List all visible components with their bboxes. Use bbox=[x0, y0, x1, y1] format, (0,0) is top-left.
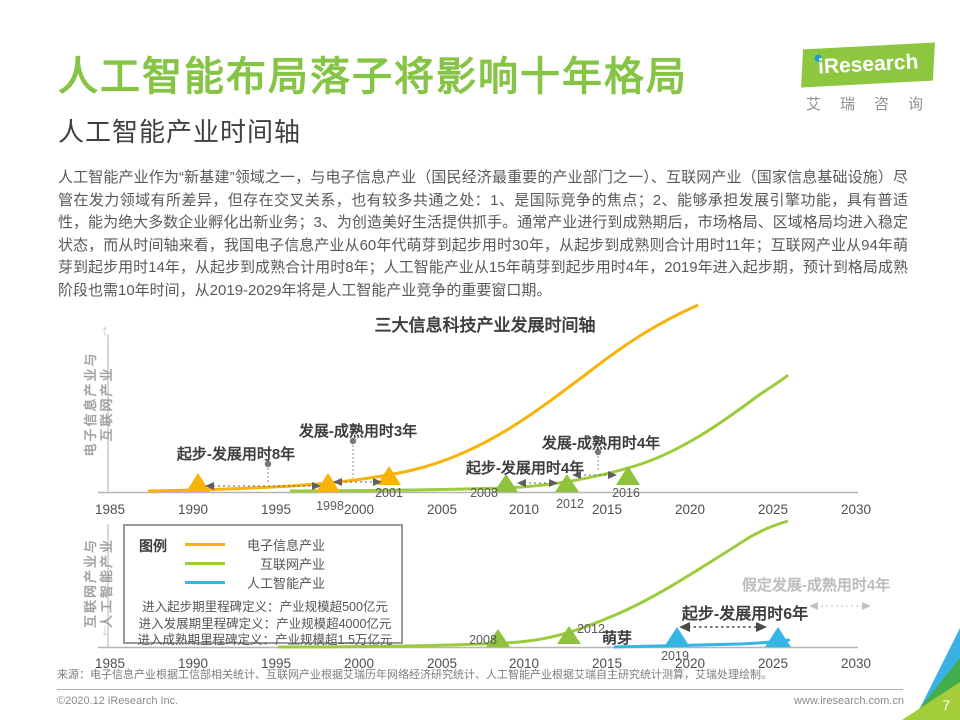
legend-note: 进入起步期里程碑定义：产业规模超500亿元 bbox=[142, 600, 388, 614]
x-tick-label: 2005 bbox=[426, 656, 458, 671]
annotation-sprout: 萌芽 bbox=[602, 630, 633, 647]
x-tick-label: 2015 bbox=[591, 502, 623, 517]
electronics-line-swatch bbox=[185, 543, 225, 546]
x-tick-label: 1985 bbox=[94, 502, 126, 517]
x-tick-label: 1985 bbox=[94, 656, 126, 671]
axis-up-arrow-icon: ↑ bbox=[101, 323, 109, 340]
milestone-marker-2025 bbox=[765, 627, 791, 647]
milestone-year-label: 2008 bbox=[470, 486, 498, 500]
milestone-marker-1990 bbox=[186, 473, 210, 492]
x-tick-label: 1990 bbox=[177, 656, 209, 671]
x-tick-label: 2020 bbox=[674, 502, 706, 517]
x-tick-label: 2030 bbox=[840, 656, 872, 671]
x-tick-label: 2000 bbox=[343, 502, 375, 517]
x-tick-label: 2015 bbox=[591, 656, 623, 671]
legend-title: 图例 bbox=[139, 538, 167, 554]
milestone-marker-2016 bbox=[616, 466, 640, 485]
iresearch-logo: iResearch 艾瑞咨询 bbox=[801, 42, 943, 114]
x-tick-label: 2030 bbox=[840, 502, 872, 517]
legend-note: 进入成熟期里程碑定义：产业规模超1.5万亿元 bbox=[137, 633, 393, 647]
annotation-start-develop-6y: 起步-发展用时6年 bbox=[681, 606, 809, 623]
milestone-year-label: 2001 bbox=[375, 486, 403, 500]
x-tick-label: 2025 bbox=[757, 656, 789, 671]
milestone-marker-2019 bbox=[664, 627, 690, 647]
body-paragraph: 人工智能产业作为“新基建”领域之一，与电子信息产业（国民经济最重要的产业部门之一… bbox=[58, 169, 908, 299]
x-tick-label: 2025 bbox=[757, 502, 789, 517]
internet-line-swatch bbox=[185, 562, 225, 565]
legend-note: 进入发展期里程碑定义：产业规模超4000亿元 bbox=[138, 616, 392, 631]
legend-item-internet: 互联网产业 bbox=[173, 554, 325, 573]
annotation-start-develop-4y: 起步-发展用时4年 bbox=[465, 460, 585, 477]
page-title: 人工智能布局落子将影响十年格局 bbox=[58, 55, 688, 99]
footer-copyright: ©2020.12 iResearch Inc. bbox=[57, 695, 179, 707]
milestone-year-label: 2012 bbox=[556, 497, 584, 511]
legend-item-ai: 人工智能产业 bbox=[173, 573, 325, 592]
annotation-assumed-mature-4y: 假定发展-成熟用时4年 bbox=[741, 577, 891, 594]
annotation-develop-mature-3y: 发展-成熟用时3年 bbox=[298, 423, 418, 440]
x-tick-label: 2010 bbox=[508, 656, 540, 671]
milestone-marker-2001 bbox=[377, 466, 401, 485]
milestone-marker-1998 bbox=[316, 473, 340, 492]
legend-item-electronics: 电子信息产业 bbox=[173, 535, 325, 554]
x-tick-label: 2005 bbox=[426, 502, 458, 517]
span-arrow-4y-start bbox=[517, 479, 558, 487]
milestone-year-label: 1998 bbox=[316, 499, 344, 513]
x-tick-label: 1995 bbox=[260, 656, 292, 671]
x-tick-label: 2000 bbox=[343, 656, 375, 671]
annotation-start-develop-8y: 起步-发展用时8年 bbox=[176, 446, 296, 463]
chart-title: 三大信息科技产业发展时间轴 bbox=[374, 316, 596, 335]
span-arrow-3y bbox=[333, 478, 382, 486]
milestone-year-label: 2008 bbox=[469, 633, 497, 647]
axis-down-arrow-icon: ↓ bbox=[101, 622, 109, 639]
logo-flag: iResearch bbox=[801, 42, 935, 88]
chart-legend: 图例 电子信息产业 互联网产业 人工智能产业 进入起步期里程碑定义：产业规模超5… bbox=[123, 524, 403, 647]
logo-brand-cn: 艾瑞咨询 bbox=[806, 96, 943, 113]
top-panel-ylabel: 电子信息产业与 互联网产业 bbox=[83, 351, 114, 457]
ai-curve bbox=[613, 638, 791, 649]
ai-line-swatch bbox=[185, 581, 225, 584]
milestone-year-label: 2016 bbox=[612, 486, 640, 500]
page-number: 7 bbox=[942, 697, 950, 713]
logo-brand: iResearch bbox=[817, 50, 919, 79]
span-arrow-8y bbox=[205, 482, 321, 490]
x-tick-label: 2010 bbox=[508, 502, 540, 517]
page-subtitle: 人工智能产业时间轴 bbox=[58, 117, 302, 147]
bottom-panel-ylabel: 互联网产业与 人工智能产业 bbox=[83, 538, 114, 629]
x-tick-label: 2020 bbox=[674, 656, 706, 671]
footer-divider bbox=[57, 689, 903, 690]
source-note: 来源：电子信息产业根据工信部相关统计、互联网产业根据艾瑞历年网络经济研究统计、人… bbox=[57, 669, 772, 681]
x-tick-label: 1995 bbox=[260, 502, 292, 517]
legend-notes: 进入起步期里程碑定义：产业规模超500亿元 进入发展期里程碑定义：产业规模超40… bbox=[135, 599, 395, 649]
footer-website: www.iresearch.com.cn bbox=[793, 695, 904, 707]
milestone-year-label: 2019 bbox=[661, 649, 689, 663]
x-tick-label: 1990 bbox=[177, 502, 209, 517]
annotation-develop-mature-4y: 发展-成熟用时4年 bbox=[541, 435, 661, 452]
